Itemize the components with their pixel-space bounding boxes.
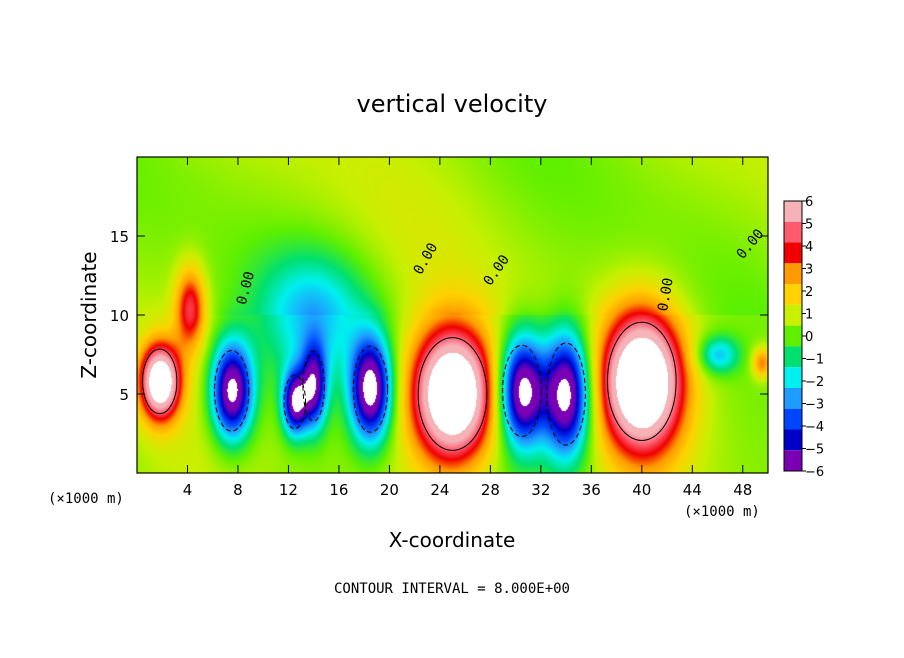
colorbar-label: 1 — [805, 308, 813, 323]
contour-interval-note: CONTOUR INTERVAL = 8.000E+00 — [334, 581, 570, 597]
downdraft-contour — [352, 345, 389, 433]
colorbar-swatch — [784, 221, 802, 243]
x-tick-label: 12 — [279, 481, 298, 499]
x-axis: 4 8 12 16 20 24 28 32 36 40 44 48 — [183, 157, 752, 499]
x-tick-label: 24 — [430, 481, 449, 499]
updraft-contour — [606, 321, 677, 441]
x-unit-left: (×1000 m) — [48, 491, 124, 507]
colorbar-label: −1 — [805, 353, 824, 368]
colorbar-label: −5 — [805, 443, 824, 458]
x-tick-label: 40 — [632, 481, 651, 499]
updraft-contour — [417, 337, 488, 451]
y-axis: 5 10 15 — [110, 228, 768, 404]
x-tick-label: 20 — [380, 481, 399, 499]
heatmap-canvas — [137, 157, 768, 473]
contour-label: 0.00 — [655, 277, 677, 313]
colorbar-swatch — [784, 325, 802, 347]
y-axis-label: Z-coordinate — [77, 251, 101, 378]
y-tick-label: 5 — [119, 386, 129, 404]
colorbar-label: −4 — [805, 420, 824, 435]
colorbar-swatch — [784, 304, 802, 326]
colorbar-label: 6 — [805, 195, 813, 210]
x-tick-label: 8 — [233, 481, 243, 499]
x-tick-label: 32 — [531, 481, 550, 499]
x-tick-label: 4 — [183, 481, 193, 499]
colorbar-swatch — [784, 387, 802, 409]
downdraft-contour — [302, 350, 325, 422]
colorbar-swatch — [784, 429, 802, 451]
colorbar-swatch — [784, 367, 802, 388]
colorbar-label: 2 — [805, 285, 813, 300]
colorbar-label: 4 — [805, 240, 813, 255]
x-tick-label: 16 — [329, 481, 348, 499]
colorbar-swatch — [784, 450, 802, 471]
x-axis-label: X-coordinate — [389, 528, 516, 552]
x-unit-right: (×1000 m) — [684, 504, 760, 520]
colorbar-label: 5 — [805, 218, 813, 233]
downdraft-contour — [213, 350, 250, 432]
colorbar-label: 0 — [805, 330, 813, 345]
colorbar-swatch — [784, 242, 802, 264]
colorbar-label: −3 — [805, 398, 824, 413]
colorbar-swatch — [784, 408, 802, 430]
colorbar: 6 5 4 3 2 1 0 −1 −2 −3 −4 −5 −6 — [783, 195, 824, 480]
updraft-contour — [142, 348, 178, 415]
chart-title: vertical velocity — [357, 90, 548, 118]
y-tick-label: 10 — [110, 307, 129, 325]
x-tick-label: 36 — [582, 481, 601, 499]
colorbar-swatch — [784, 201, 802, 222]
heatmap-field — [137, 157, 768, 473]
x-tick-label: 44 — [683, 481, 702, 499]
colorbar-label: −2 — [805, 375, 824, 390]
colorbar-swatch — [784, 346, 802, 368]
downdraft-contour — [283, 374, 306, 430]
x-tick-label: 28 — [481, 481, 500, 499]
downdraft-contour — [546, 342, 586, 446]
x-tick-label: 48 — [733, 481, 752, 499]
colorbar-swatch — [784, 284, 802, 305]
colorbar-swatch — [784, 263, 802, 285]
colorbar-label: −6 — [805, 465, 824, 480]
y-tick-label: 15 — [110, 228, 129, 246]
colorbar-label: 3 — [805, 263, 813, 278]
downdraft-contour — [502, 344, 542, 438]
